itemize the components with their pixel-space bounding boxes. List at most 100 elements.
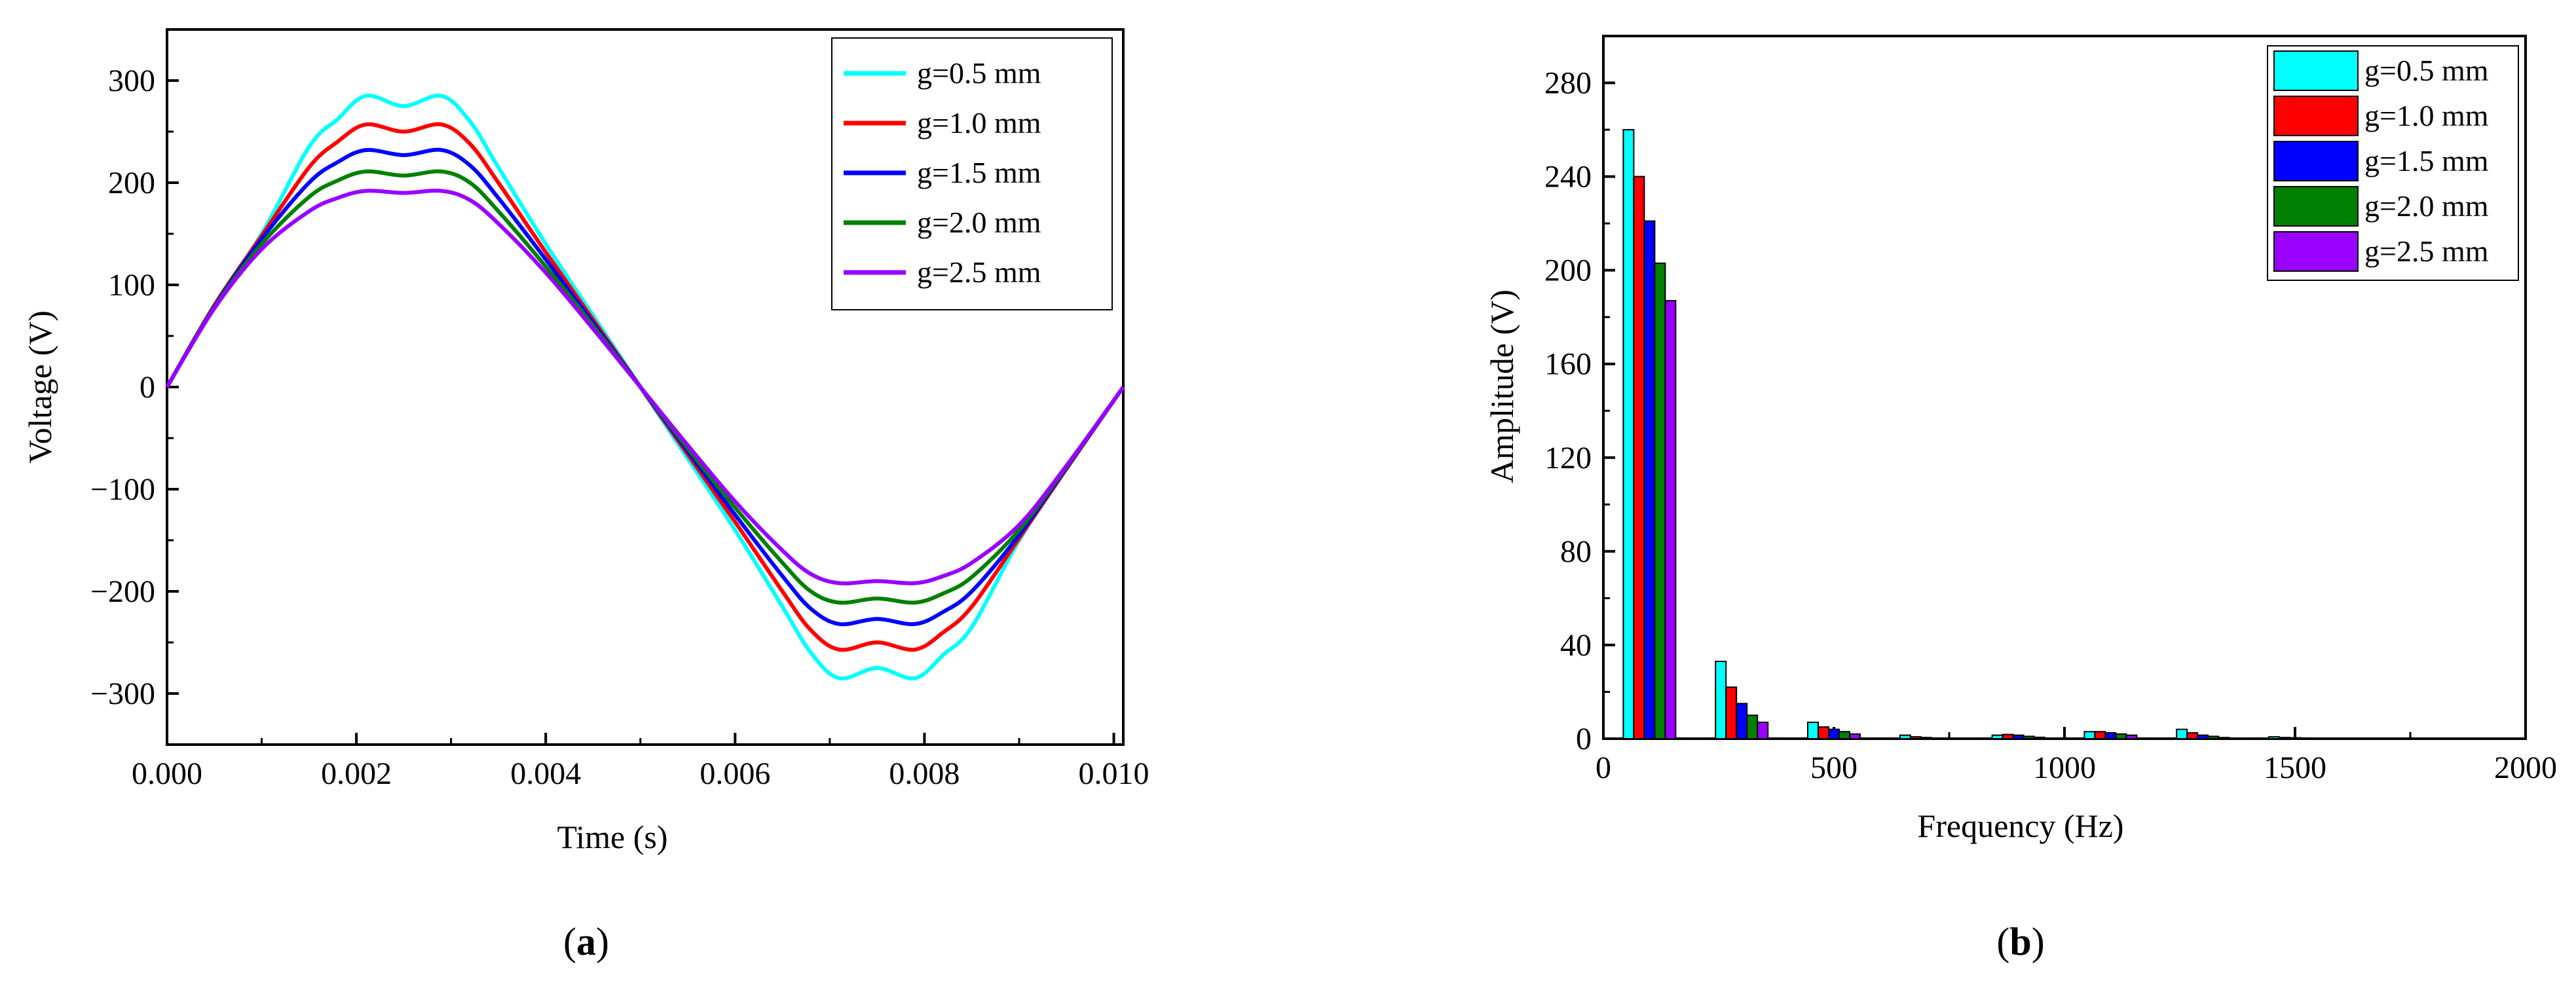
- voltage-tick-marks: [166, 79, 1115, 745]
- bar-300hz-series-3: [1736, 703, 1748, 739]
- panel-label-a: (a): [563, 920, 609, 963]
- legend-label: g=1.0 mm: [2364, 99, 2489, 132]
- x-tick-label: 0.006: [700, 756, 770, 791]
- y-tick-label: 200: [1544, 253, 1592, 288]
- x-tick-label: 0.004: [510, 756, 581, 791]
- legend-swatch: [2273, 141, 2359, 181]
- bar-1500hz-series-3: [2289, 737, 2301, 740]
- y-tick-label: 0: [140, 370, 155, 405]
- bar-100hz-series-5: [1664, 300, 1677, 739]
- bar-100hz-series-3: [1643, 220, 1656, 740]
- bar-900hz-series-2: [2002, 733, 2014, 740]
- x-tick-label: 0: [1596, 750, 1611, 785]
- bar-100hz-series-4: [1654, 262, 1666, 740]
- bar-500hz-series-2: [1818, 726, 1829, 740]
- bar-900hz-series-4: [2023, 735, 2035, 740]
- y-tick-label: 200: [108, 166, 155, 200]
- x-tick-label: 0.002: [321, 756, 392, 791]
- bar-900hz-series-3: [2012, 734, 2025, 740]
- bar-900hz-series-1: [1991, 734, 2004, 740]
- bar-300hz-series-2: [1725, 686, 1738, 740]
- x-tick-label: 1000: [2033, 750, 2096, 785]
- voltage-x-tick-labels: 0.000 0.002 0.004 0.006 0.008 0.010: [132, 756, 1149, 791]
- y-tick-label: 120: [1544, 441, 1592, 475]
- legend-label: g=2.5 mm: [917, 255, 1041, 289]
- bar-500hz-series-4: [1839, 731, 1850, 740]
- y-tick-label: 80: [1560, 534, 1592, 569]
- amplitude-y-axis-title: Amplitude (V): [1484, 289, 1520, 483]
- bar-100hz-series-1: [1622, 129, 1635, 740]
- legend-swatch: [2273, 231, 2359, 272]
- y-tick-label: 0: [1576, 722, 1592, 756]
- x-tick-label: 0.008: [889, 756, 960, 791]
- legend-label: g=2.0 mm: [2364, 189, 2489, 223]
- bar-1100hz-series-5: [2125, 734, 2138, 740]
- bar-700hz-series-3: [1920, 737, 1932, 740]
- legend-label: g=2.5 mm: [2364, 234, 2489, 268]
- bar-700hz-series-4: [1930, 737, 1943, 740]
- bar-100hz-series-2: [1633, 176, 1645, 740]
- legend-label: g=1.5 mm: [2364, 144, 2489, 177]
- amplitude-x-axis-title: Frequency (Hz): [1917, 807, 2123, 844]
- legend-swatch: [2273, 186, 2359, 227]
- bar-1300hz-series-1: [2176, 728, 2188, 740]
- bar-1300hz-series-5: [2218, 737, 2230, 740]
- voltage-legend: g=0.5 mm g=1.0 mm g=1.5 mm g=2.0 mm g=2.5 mm: [831, 37, 1113, 310]
- x-tick-label: 0.000: [132, 756, 202, 791]
- y-tick-label: −200: [90, 574, 155, 609]
- bar-300hz-series-1: [1715, 660, 1727, 739]
- bar-700hz-series-2: [1909, 736, 1922, 740]
- bar-300hz-series-4: [1746, 714, 1759, 739]
- amplitude-bars: [1622, 129, 2322, 740]
- bar-700hz-series-5: [1941, 737, 1953, 740]
- series-line-5: [165, 189, 1125, 585]
- bar-1300hz-series-3: [2197, 734, 2209, 740]
- legend-label: g=0.5 mm: [917, 56, 1041, 90]
- amplitude-x-tick-labels: 0 500 1000 1500 2000: [1596, 750, 2557, 785]
- bar-500hz-series-5: [1849, 733, 1861, 740]
- voltage-y-tick-labels: −300 −200 −100 0 100 200 300: [90, 64, 155, 711]
- y-tick-label: 300: [108, 64, 155, 98]
- voltage-y-axis-title: Voltage (V): [22, 310, 58, 464]
- y-tick-label: 160: [1544, 347, 1592, 382]
- bar-1500hz-series-5: [2310, 737, 2322, 740]
- voltage-x-axis-title: Time (s): [557, 819, 667, 855]
- amplitude-legend: g=0.5 mm g=1.0 mm g=1.5 mm g=2.0 mm g=2.5 mm: [2267, 45, 2519, 281]
- legend-label: g=1.5 mm: [917, 156, 1041, 189]
- legend-swatch: [2273, 96, 2359, 136]
- x-tick-label: 2000: [2494, 750, 2557, 785]
- y-tick-label: −100: [90, 472, 155, 507]
- legend-label: g=0.5 mm: [2364, 54, 2489, 87]
- bar-500hz-series-3: [1828, 728, 1840, 740]
- x-tick-label: 500: [1810, 750, 1857, 785]
- legend-label: g=2.0 mm: [917, 206, 1041, 239]
- x-tick-label: 1500: [2264, 750, 2326, 785]
- amplitude-y-tick-labels: 0 40 80 120 160 200 240 280: [1544, 66, 1592, 756]
- bar-1100hz-series-2: [2094, 731, 2106, 740]
- y-tick-label: 40: [1560, 628, 1592, 663]
- bar-1500hz-series-2: [2279, 737, 2290, 740]
- bar-1300hz-series-2: [2186, 732, 2199, 740]
- voltage-series-lines: [165, 93, 1125, 681]
- y-tick-label: 100: [108, 268, 155, 303]
- bar-900hz-series-5: [2033, 736, 2045, 740]
- legend-swatch: [2273, 50, 2359, 91]
- x-tick-label: 0.010: [1079, 756, 1149, 791]
- panel-label-b: (b): [1996, 920, 2044, 963]
- bar-700hz-series-1: [1899, 734, 1911, 740]
- bar-300hz-series-5: [1757, 721, 1769, 740]
- bar-1300hz-series-4: [2207, 735, 2220, 740]
- y-tick-label: 280: [1544, 66, 1592, 101]
- bar-1100hz-series-4: [2115, 733, 2127, 740]
- y-tick-label: 240: [1544, 160, 1592, 194]
- bar-500hz-series-1: [1807, 721, 1819, 740]
- bar-1100hz-series-3: [2104, 732, 2117, 740]
- legend-label: g=1.0 mm: [917, 106, 1041, 139]
- y-tick-label: −300: [90, 676, 155, 711]
- amplitude-chart: 0 40 80 120 160 200 240 280 0 500 1000 1500 2000 Fr…: [1484, 35, 2557, 963]
- bar-1500hz-series-1: [2268, 736, 2280, 740]
- bar-1100hz-series-1: [2083, 731, 2096, 740]
